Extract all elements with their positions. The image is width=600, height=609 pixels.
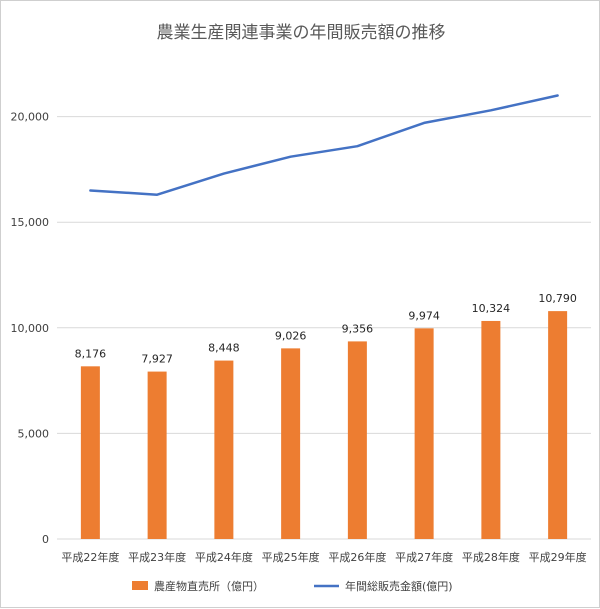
y-tick-label: 5,000	[18, 427, 50, 440]
x-tick-label: 平成23年度	[128, 550, 186, 564]
y-tick-label: 0	[42, 533, 49, 546]
x-tick-label: 平成24年度	[195, 550, 253, 564]
legend: 農産物直売所（億円） 年間総販売金額(億円)	[132, 579, 453, 593]
line-series	[89, 94, 559, 196]
data-label: 8,448	[208, 342, 240, 355]
bar	[80, 366, 100, 539]
x-tick-label: 平成29年度	[529, 550, 587, 564]
series-line	[89, 94, 559, 196]
x-tick-label: 平成27年度	[395, 550, 453, 564]
data-label: 9,026	[275, 329, 307, 342]
data-label: 10,324	[472, 302, 511, 315]
data-label: 7,927	[141, 353, 173, 366]
y-tick-label: 15,000	[11, 216, 50, 229]
data-label: 9,356	[342, 322, 374, 335]
x-tick-label: 平成28年度	[462, 550, 520, 564]
legend-label: 年間総販売金額(億円)	[345, 579, 453, 593]
legend-swatch-bar	[132, 581, 148, 590]
data-label: 8,176	[75, 347, 107, 360]
x-axis: 平成22年度 平成23年度 平成24年度 平成25年度 平成26年度 平成27年度 平成28…	[61, 550, 586, 564]
x-tick-label: 平成22年度	[61, 550, 119, 564]
bar	[281, 348, 301, 539]
y-tick-label: 10,000	[11, 322, 50, 335]
bar-series: 8,176 7,927 8,448 9,026 9,356 9,974 10,324 10,7…	[75, 292, 577, 539]
y-axis: 0 5,000 10,000 15,000 20,000	[11, 111, 50, 546]
legend-label: 農産物直売所（億円）	[154, 579, 264, 593]
y-tick-label: 20,000	[11, 111, 50, 124]
data-label: 9,974	[408, 309, 440, 322]
bar	[481, 320, 501, 539]
chart-title: 農業生産関連事業の年間販売額の推移	[157, 23, 446, 43]
x-tick-label: 平成26年度	[328, 550, 386, 564]
x-tick-label: 平成25年度	[262, 550, 320, 564]
bar	[414, 328, 434, 539]
bar	[347, 341, 367, 539]
grid	[57, 116, 591, 540]
data-label: 10,790	[538, 292, 577, 305]
bar	[147, 371, 167, 539]
bar	[214, 360, 234, 539]
bar	[548, 311, 568, 539]
